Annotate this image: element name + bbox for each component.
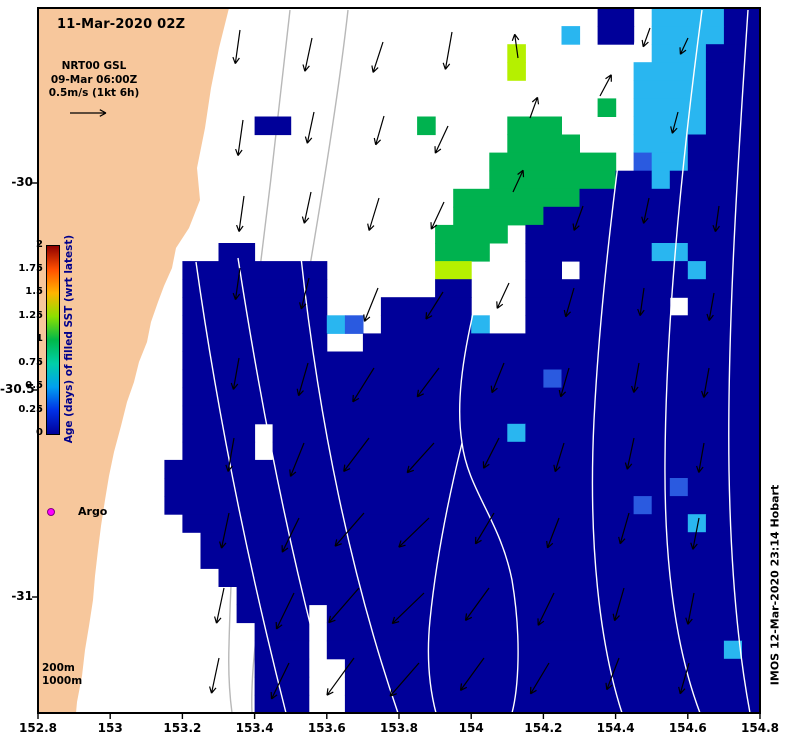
colorbar-gradient	[46, 245, 60, 435]
x-tick-154.4: 154.4	[596, 721, 635, 735]
argo-float-marker	[47, 508, 55, 516]
gsl-contours	[195, 9, 751, 714]
colorbar-tick-1.25: 1.25	[18, 309, 43, 321]
product-name: NRT00 GSL	[61, 60, 127, 72]
product-info-block: NRT00 GSL 09-Mar 06:00Z 0.5m/s (1kt 6h)	[38, 60, 150, 101]
y-tick--30.5: -30.5	[0, 382, 35, 396]
product-valid-time: 09-Mar 06:00Z	[50, 73, 138, 86]
x-tick-154.6: 154.6	[668, 721, 707, 735]
argo-label: Argo	[78, 505, 108, 518]
y-tick--30: -30	[11, 175, 33, 189]
x-tick-154.2: 154.2	[524, 721, 563, 735]
x-tick-154.8: 154.8	[741, 721, 779, 735]
vector-scale-label: 0.5m/s (1kt 6h)	[48, 87, 140, 99]
x-tick-153.8: 153.8	[380, 721, 418, 735]
colorbar-tick-1: 1	[36, 333, 43, 344]
colorbar-axis-label: Age (days) of filled SST (wrt latest)	[63, 234, 75, 444]
x-tick-152.8: 152.8	[19, 721, 57, 735]
current-vector-arrows	[70, 27, 720, 700]
depth-contour-labels: 200m 1000m	[42, 662, 82, 688]
land-layer	[38, 8, 229, 713]
colorbar-tick-1.75: 1.75	[18, 262, 43, 274]
depth-200m-label: 200m	[42, 662, 75, 674]
colorbar-tick-0.75: 0.75	[18, 356, 43, 368]
colorbar-tick-0: 0	[36, 427, 43, 438]
colorbar-tick-0.5: 0.5	[25, 380, 43, 391]
axes-frame	[32, 7, 761, 719]
colorbar-tick-2: 2	[36, 239, 43, 250]
x-tick-153.6: 153.6	[307, 721, 346, 735]
x-tick-153: 153	[97, 721, 123, 735]
x-tick-153.4: 153.4	[235, 721, 274, 735]
x-tick-153.2: 153.2	[163, 721, 202, 735]
depth-1000m-label: 1000m	[42, 675, 83, 687]
date-title: 11-Mar-2020 02Z	[57, 17, 186, 32]
colorbar-tick-1.5: 1.5	[25, 286, 43, 297]
x-tick-154: 154	[458, 721, 484, 735]
credit-text: IMOS 12-Mar-2020 23:14 Hobart	[768, 484, 782, 686]
colorbar-tick-0.25: 0.25	[18, 403, 43, 415]
sst-age-cells	[164, 8, 761, 714]
y-tick--31: -31	[11, 589, 33, 603]
